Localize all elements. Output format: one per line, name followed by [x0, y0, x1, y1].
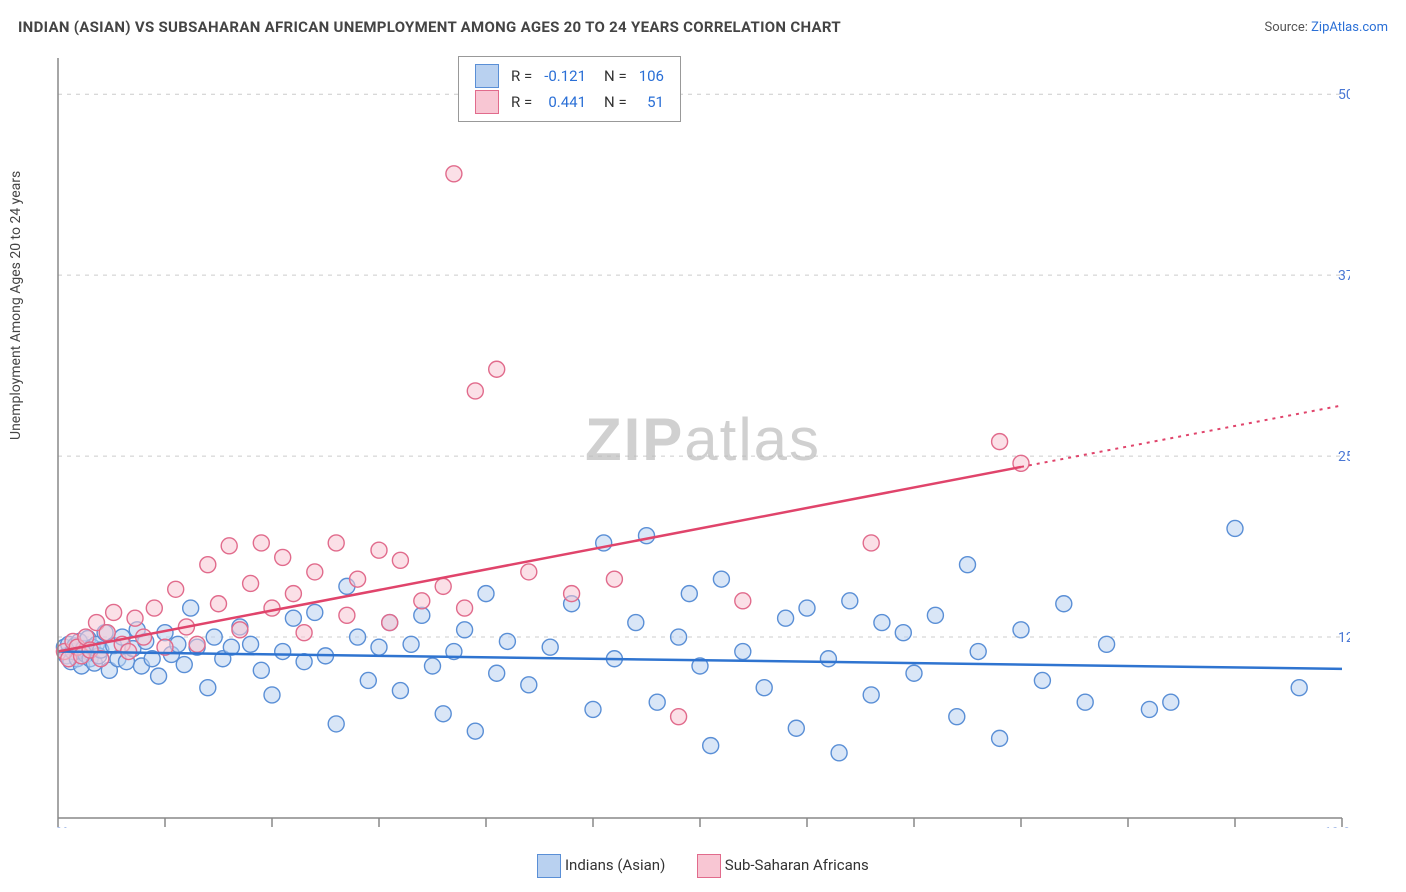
chart-title: INDIAN (ASIAN) VS SUBSAHARAN AFRICAN UNE… [18, 18, 841, 36]
svg-text:50.0%: 50.0% [1338, 87, 1350, 103]
source-prefix: Source: [1264, 20, 1311, 35]
swatch-blue [475, 64, 499, 88]
r-label: R = [505, 89, 538, 115]
svg-text:37.5%: 37.5% [1338, 268, 1350, 284]
legend-row-blue: R = -0.121 N = 106 [469, 63, 670, 89]
n-value-blue: 106 [633, 63, 670, 89]
scatter-series-blue [56, 520, 1307, 760]
r-value-pink: 0.441 [538, 89, 592, 115]
chart-source: Source: ZipAtlas.com [1264, 20, 1388, 35]
legend-label-blue: Indians (Asian) [565, 856, 665, 874]
legend-row-pink: R = 0.441 N = 51 [469, 89, 670, 115]
source-link[interactable]: ZipAtlas.com [1311, 20, 1388, 35]
series-legend: Indians (Asian) Sub-Saharan Africans [0, 854, 1406, 878]
swatch-pink [475, 90, 499, 114]
svg-text:12.5%: 12.5% [1338, 630, 1350, 646]
legend-label-pink: Sub-Saharan Africans [725, 856, 869, 874]
scatter-series-pink [56, 166, 1029, 725]
n-value-pink: 51 [633, 89, 670, 115]
swatch-blue [537, 854, 561, 878]
svg-text:60.0%: 60.0% [1323, 826, 1350, 828]
y-tick-labels: 12.5% 25.0% 37.5% 50.0% [1338, 87, 1350, 646]
n-label: N = [592, 89, 633, 115]
svg-text:0.0%: 0.0% [50, 826, 73, 828]
chart-header: INDIAN (ASIAN) VS SUBSAHARAN AFRICAN UNE… [18, 18, 1388, 36]
legend-item-pink: Sub-Saharan Africans [697, 854, 869, 878]
correlation-legend: R = -0.121 N = 106 R = 0.441 N = 51 [458, 56, 681, 122]
trend-lines [58, 405, 1342, 668]
legend-item-blue: Indians (Asian) [537, 854, 665, 878]
n-label: N = [592, 63, 633, 89]
svg-text:25.0%: 25.0% [1338, 449, 1350, 465]
y-axis-label: Unemployment Among Ages 20 to 24 years [8, 171, 24, 440]
swatch-pink [697, 854, 721, 878]
r-value-blue: -0.121 [538, 63, 592, 89]
gridlines [58, 94, 1342, 637]
r-label: R = [505, 63, 538, 89]
scatter-plot: 12.5% 25.0% 37.5% 50.0% 0.0% 60.0% [50, 48, 1350, 828]
